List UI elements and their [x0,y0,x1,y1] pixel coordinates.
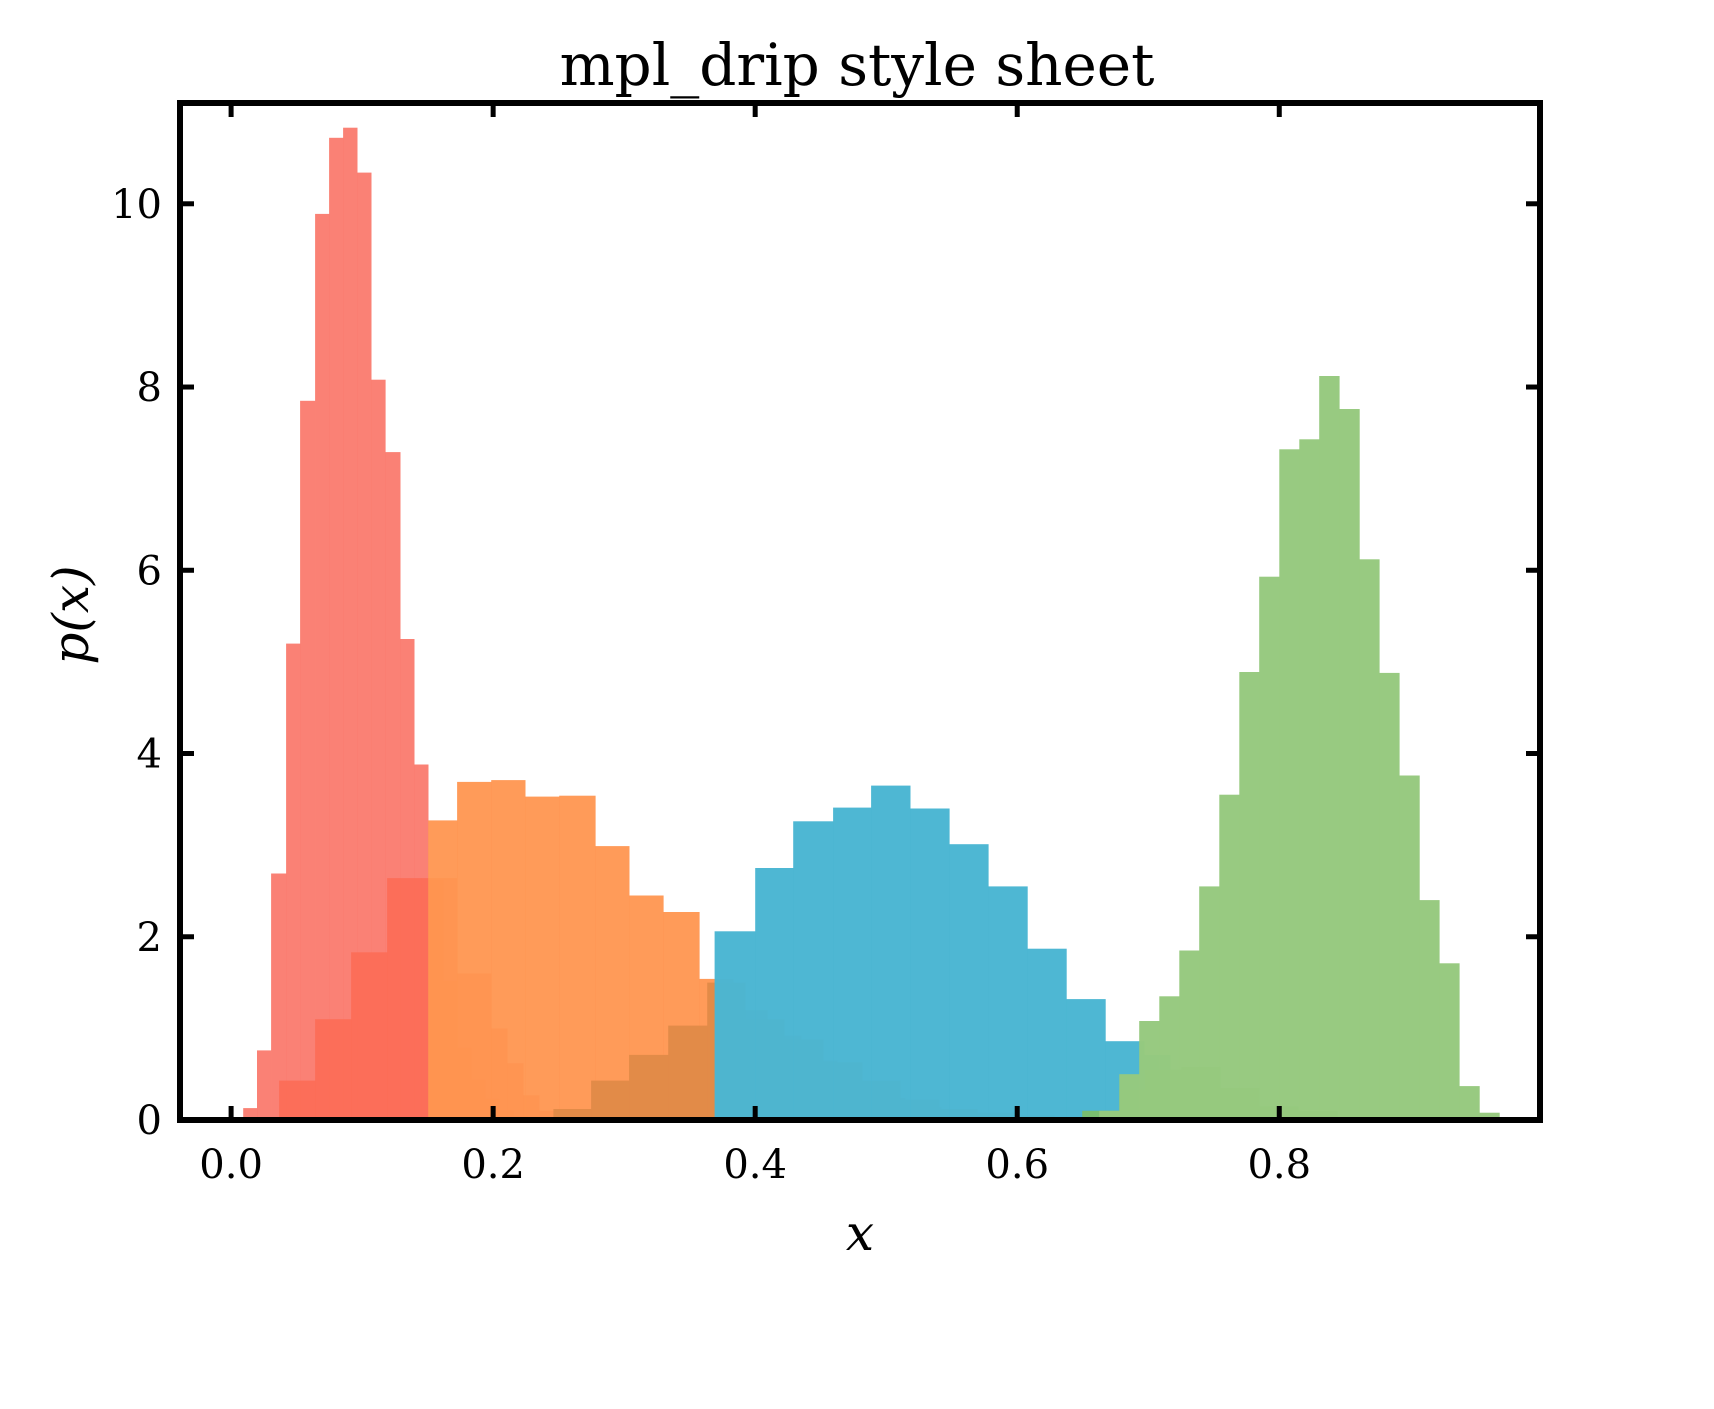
histogram-bar [1099,1110,1120,1120]
histogram-bar [1159,996,1180,1120]
histogram-bar [343,127,358,1120]
histogram-bar [559,795,596,1120]
histogram-bar [714,931,756,1120]
y-tick-label: 4 [137,732,162,778]
histogram-bar [315,213,330,1120]
histogram-bar [1399,775,1420,1120]
histogram-bar [1179,950,1200,1120]
histogram-bar [428,820,458,1120]
histogram-bar [1279,449,1300,1120]
histogram-bar [351,952,388,1120]
histogram-bar [1479,1112,1500,1120]
histogram-bar [553,1109,592,1120]
histogram-bar [591,1080,630,1120]
histogram-bar [1119,1074,1140,1120]
histogram-bar [668,1025,708,1120]
histogram-bar [371,379,386,1120]
histogram-bar [1199,886,1220,1120]
y-tick-label: 2 [137,915,162,961]
histogram-bar [1459,1086,1480,1120]
histogram-series [1099,376,1500,1120]
histogram-bar [1379,672,1400,1120]
x-tick-label: 0.2 [461,1142,525,1188]
histogram-bar [491,780,526,1120]
histogram-bar [525,796,560,1120]
x-tick-label: 0.8 [1247,1142,1311,1188]
histogram-bar [1139,1021,1160,1120]
histogram-bar [949,844,989,1120]
histogram-bar [793,821,834,1120]
histogram-bar [387,878,422,1120]
histogram-bar [910,808,950,1120]
histogram-bars [243,127,1500,1121]
histogram-bar [1066,999,1106,1120]
histogram-bar [1027,948,1067,1120]
histogram-bar [1439,963,1460,1120]
histogram-bar [629,1054,669,1120]
y-tick-label: 6 [137,548,162,594]
histogram-bar [1219,794,1240,1120]
chart-title: mpl_drip style sheet [560,31,1155,99]
y-tick-label: 0 [137,1098,162,1144]
histogram-bar [1239,672,1260,1120]
histogram-bar [329,137,344,1121]
histogram-bar [1419,900,1440,1120]
x-tick-label: 0.4 [723,1142,787,1188]
histogram-bar [1339,409,1360,1120]
histogram-bar [833,807,872,1120]
histogram-bar [315,1019,352,1120]
histogram-bar [279,1080,316,1120]
histogram-bar [257,1050,272,1120]
plot-frame [177,100,1543,1123]
y-axis-label: p(x) [42,565,100,664]
tick-labels: 0.0 0.2 0.4 0.6 0.8 0 2 4 6 8 10 [111,182,1311,1188]
histogram-bar [988,886,1028,1120]
histogram-bar [1359,559,1380,1120]
histogram-bar [457,781,492,1120]
histogram-bar [595,846,630,1120]
histogram-bar [300,400,316,1120]
histogram-bar [1299,439,1320,1120]
histogram-bar [243,1108,258,1120]
y-tick-label: 10 [111,182,162,228]
histogram-bar [871,785,911,1120]
histogram-bar [271,873,287,1120]
histogram-series [714,785,1171,1120]
x-tick-label: 0.0 [199,1142,263,1188]
y-tick-label: 8 [137,365,162,411]
histogram-bar [1319,376,1340,1120]
histogram-bar [357,172,372,1121]
histogram-bar [286,643,301,1120]
histogram-bar [1259,576,1280,1120]
x-axis-label: x [846,1204,874,1262]
x-tick-label: 0.6 [985,1142,1049,1188]
histogram-bar [755,868,794,1120]
